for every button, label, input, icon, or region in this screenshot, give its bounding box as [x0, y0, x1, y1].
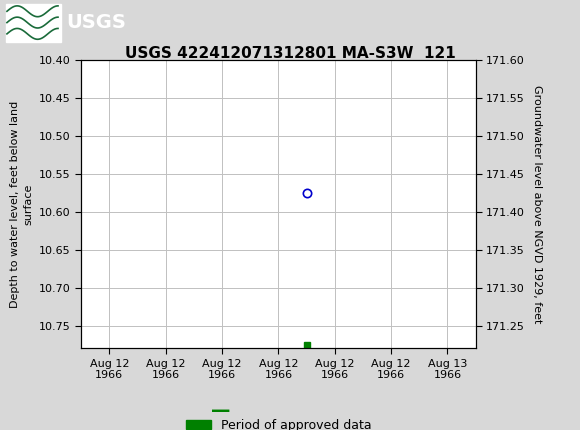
- Legend: Period of approved data: Period of approved data: [180, 414, 376, 430]
- Text: USGS: USGS: [67, 13, 126, 32]
- Y-axis label: Depth to water level, feet below land
surface: Depth to water level, feet below land su…: [10, 101, 34, 308]
- Text: USGS 422412071312801 MA-S3W  121: USGS 422412071312801 MA-S3W 121: [125, 46, 455, 61]
- Bar: [6, 3, 61, 42]
- Text: —: —: [211, 401, 230, 420]
- Y-axis label: Groundwater level above NGVD 1929, feet: Groundwater level above NGVD 1929, feet: [531, 85, 542, 323]
